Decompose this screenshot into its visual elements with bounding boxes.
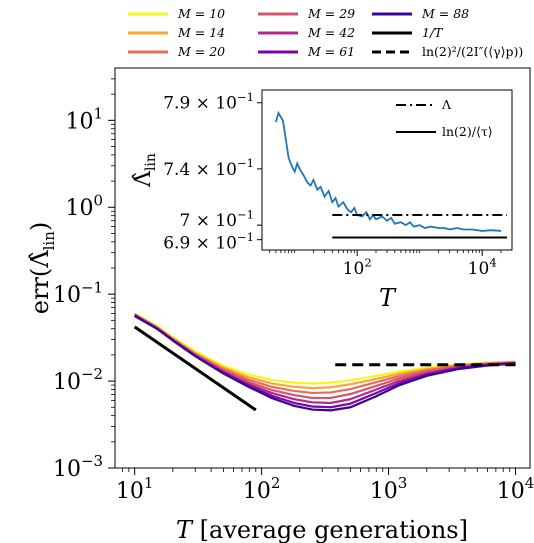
main-ticks (108, 78, 517, 475)
main-x-tick-label: 104 (497, 474, 534, 504)
legend-label: M = 20 (177, 44, 225, 59)
main-tick-labels: 101 102 103 104 10−3 10−2 10−1 100 101 (53, 104, 534, 504)
inset-tick-labels: 102 104 6.9 × 10−17 × 10−1 7.4 × 10−1 7.9 × … (163, 90, 496, 279)
inset-ticks (257, 102, 502, 256)
legend-entry: ln(2)²/(2I″(⟨γ⟩p)) (372, 44, 523, 59)
svg-text:Λ̂lin: Λ̂lin (131, 153, 159, 188)
legend-entry: M = 14 (128, 25, 225, 40)
inset-legend-label: ln(2)/⟨τ⟩ (442, 124, 493, 139)
inset-y-tick-label: 6.9 × 10−1 (163, 230, 254, 254)
legend-entry: M = 61 (258, 44, 355, 59)
legend-entry: M = 20 (128, 44, 225, 59)
legend-label: ln(2)²/(2I″(⟨γ⟩p)) (422, 44, 523, 59)
main-chart: 101 102 103 104 10−3 10−2 10−1 100 101 T [averag… (26, 67, 534, 543)
inset-y-tick-label: 7.4 × 10−1 (163, 156, 254, 180)
inset-background (262, 90, 512, 250)
series-line-m88 (134, 315, 516, 412)
legend-entry: 1/T (372, 25, 444, 40)
inset-y-tick-label: 7.9 × 10−1 (163, 90, 254, 114)
series-line-m29 (134, 313, 516, 400)
legend-label: M = 29 (307, 6, 355, 21)
main-y-tick-label: 10−1 (53, 278, 103, 308)
inset-legend-label: Λ (441, 97, 452, 112)
legend-label: M = 61 (307, 44, 355, 59)
inset-reference-lines (332, 214, 508, 239)
main-y-tick-label: 100 (65, 191, 103, 221)
legend-entry: M = 29 (258, 6, 355, 21)
inset-x-tick-label: 102 (343, 255, 372, 279)
main-y-tick-label: 101 (65, 104, 103, 134)
main-x-tick-label: 103 (370, 474, 408, 504)
inset-legend: Λln(2)/⟨τ⟩ (396, 97, 493, 139)
inset-x-axis-label: T (379, 284, 397, 312)
main-y-axis-label: err(Λ̂lin) (26, 222, 58, 315)
legend-entry: M = 88 (372, 6, 469, 21)
main-reference-lines (133, 325, 516, 412)
series-line-m42 (134, 314, 516, 405)
series-line-m10 (134, 312, 516, 385)
legend-entry: M = 42 (258, 25, 355, 40)
main-y-tick-label: 10−3 (53, 452, 103, 482)
legend-label: M = 42 (307, 25, 355, 40)
legend-label: M = 88 (421, 6, 469, 21)
main-x-tick-label: 101 (116, 474, 154, 504)
main-x-tick-label: 102 (243, 474, 281, 504)
inset-x-tick-label: 104 (468, 255, 497, 279)
svg-text:err(Λ̂lin): err(Λ̂lin) (26, 222, 58, 315)
main-legend: M = 10 M = 14 M = 20 M = 29 M = 42 M = 61 M = … (128, 6, 523, 59)
inverse-t-line (133, 325, 257, 412)
legend-label: M = 10 (177, 6, 225, 21)
legend-entry: M = 10 (128, 6, 225, 21)
legend-label: M = 14 (177, 25, 225, 40)
inset-y-axis-label: Λ̂lin (131, 153, 159, 188)
inset-chart: 102 104 6.9 × 10−17 × 10−1 7.4 × 10−1 7.9 × … (131, 89, 513, 312)
main-y-tick-label: 10−2 (53, 365, 103, 395)
legend-label: 1/T (422, 25, 444, 40)
inset-y-tick-label: 7 × 10−1 (179, 207, 254, 231)
main-x-axis-label: T [average generations] (176, 516, 468, 543)
main-series-group (134, 312, 516, 412)
